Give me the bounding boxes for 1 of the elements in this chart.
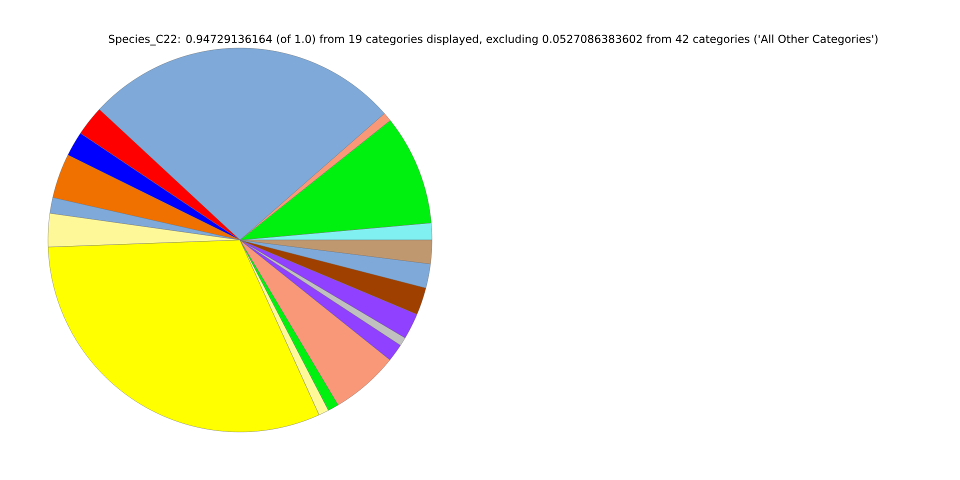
text: Species_C22: 0.94729136164 (of 1.0) from 19 categories displayed, excluding 0.0527086383602 from 42 categories ('All Other Categories') (108, 34, 878, 46)
